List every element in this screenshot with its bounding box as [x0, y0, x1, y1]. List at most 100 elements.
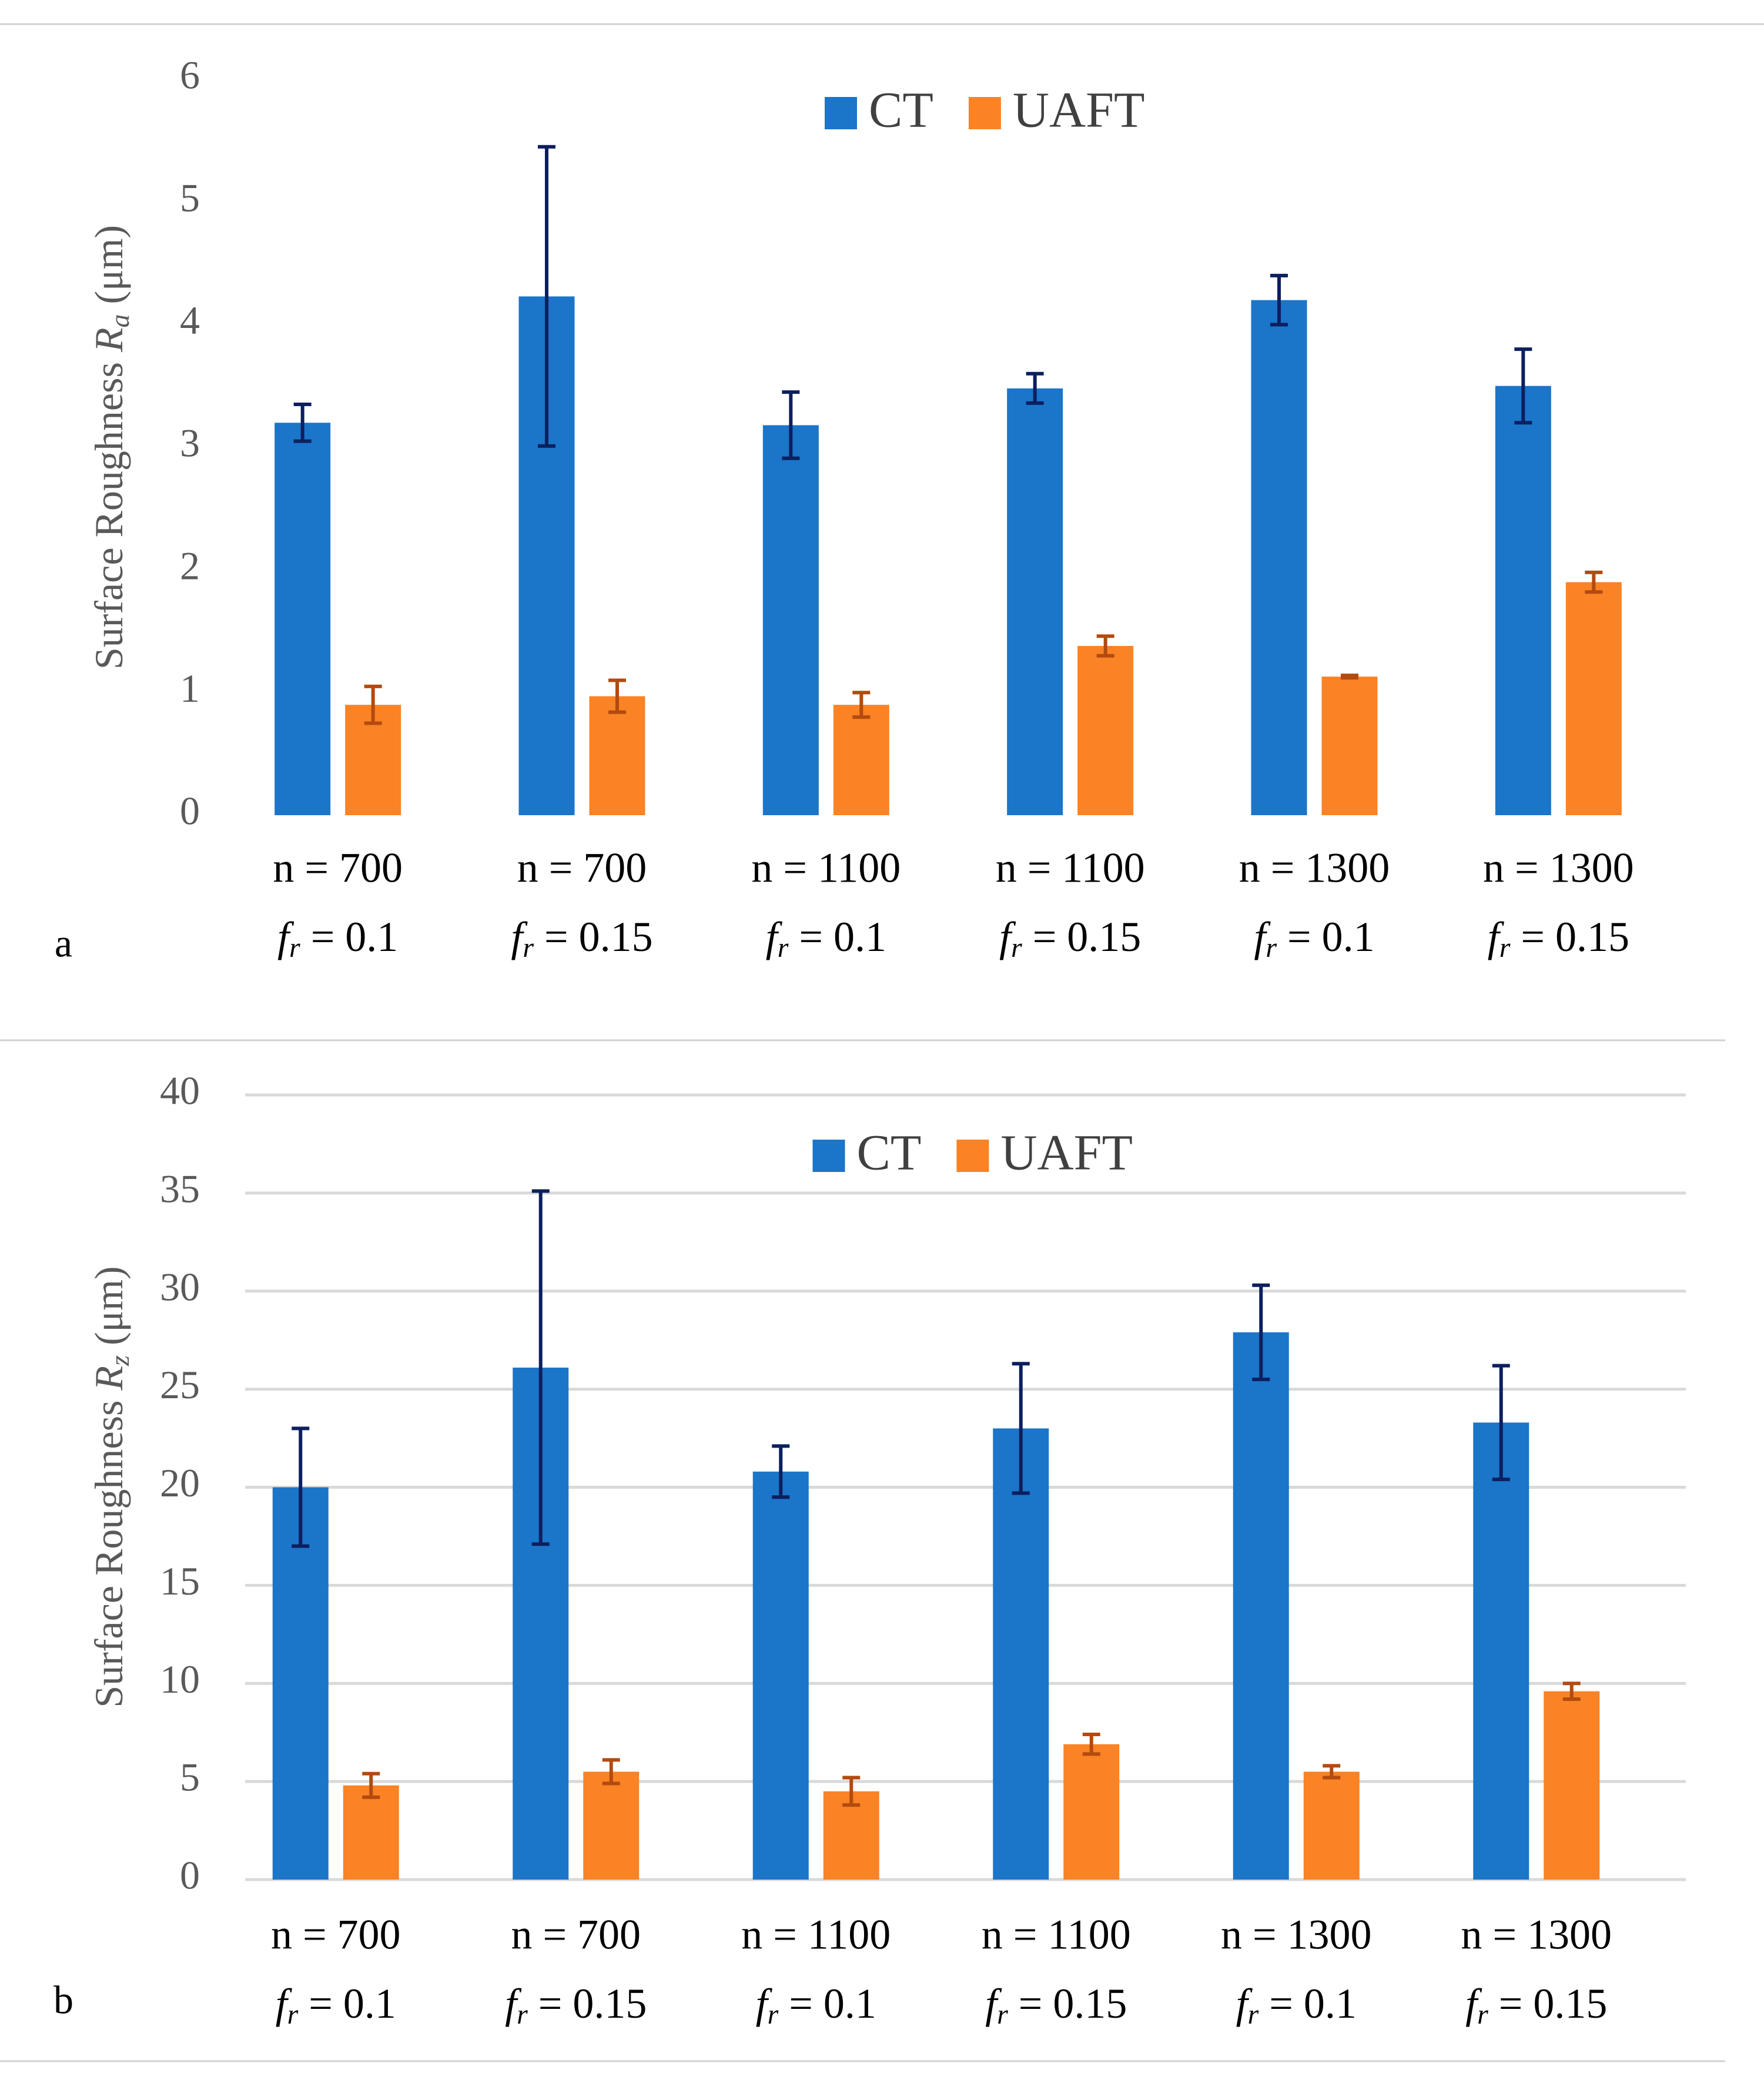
y-tick-label: 30: [160, 1264, 200, 1309]
bar: [1544, 1691, 1600, 1880]
legend-label: CT: [869, 82, 933, 138]
y-tick-label: 5: [180, 1755, 200, 1800]
error-bar-line: [1012, 1362, 1030, 1495]
bar: [1321, 676, 1378, 815]
y-tick-label: 40: [160, 1069, 200, 1113]
error-bar-line: [531, 1189, 550, 1546]
bar: [1303, 1771, 1360, 1880]
bar: [1007, 388, 1063, 815]
bar: [1495, 386, 1551, 815]
error-bar-line: [293, 402, 312, 443]
legend-swatch: [956, 1140, 989, 1172]
error-bar-line: [602, 1758, 620, 1786]
x-tick-label: fr = 0.15: [985, 1980, 1127, 2031]
x-tick-label: n = 1300: [1483, 845, 1634, 892]
error-bar-line: [1562, 1682, 1581, 1701]
error-bar: [1082, 1733, 1100, 1756]
error-bar-line: [1323, 1764, 1341, 1780]
error-bar-line: [772, 1444, 790, 1499]
error-bar: [1012, 1362, 1030, 1495]
y-tick-label: 0: [180, 789, 200, 833]
error-bar-line: [1026, 371, 1044, 405]
y-tick-label: 2: [180, 543, 200, 588]
error-bar: [602, 1758, 620, 1786]
error-bar: [852, 691, 871, 719]
error-bar-line: [1514, 347, 1532, 425]
error-bar-line: [292, 1426, 310, 1548]
x-tick-label: n = 700: [271, 1911, 401, 1958]
x-tick-label: n = 1300: [1239, 845, 1390, 892]
y-tick-label: 20: [160, 1461, 200, 1505]
error-bar-line: [1492, 1364, 1510, 1482]
x-tick-label: fr = 0.15: [511, 913, 652, 964]
x-tick-label: n = 1300: [1221, 1911, 1372, 1958]
bar: [1251, 300, 1307, 816]
error-bar: [1323, 1764, 1341, 1780]
y-tick-label: 15: [160, 1559, 200, 1603]
error-bar: [1096, 634, 1114, 658]
error-bar-line: [842, 1776, 861, 1807]
x-tick-label: fr = 0.15: [505, 1980, 647, 2031]
y-tick-label: 6: [180, 53, 200, 98]
error-bar: [1270, 273, 1288, 327]
error-bar-line: [362, 1771, 380, 1799]
legend-label: UAFT: [1013, 82, 1145, 138]
y-tick-label: 0: [180, 1853, 200, 1898]
y-tick-label: 3: [180, 421, 200, 465]
y-tick-label: 4: [180, 298, 200, 343]
error-bar: [842, 1776, 861, 1807]
x-tick-label: n = 1100: [741, 1911, 891, 1958]
error-bar: [1252, 1283, 1270, 1381]
bar: [272, 1487, 329, 1880]
bar: [583, 1771, 640, 1880]
bar: [1565, 582, 1622, 815]
error-bar-line: [364, 684, 382, 725]
x-tick-label: n = 1100: [982, 1911, 1131, 1958]
error-bar: [782, 390, 800, 460]
bar: [1077, 646, 1134, 815]
x-tick-label: fr = 0.15: [999, 913, 1141, 964]
error-bar: [772, 1444, 790, 1499]
bar: [833, 705, 889, 815]
bar: [1063, 1744, 1120, 1880]
x-tick-label: n = 700: [517, 845, 647, 892]
error-bar-line: [782, 390, 800, 460]
bar: [752, 1471, 809, 1880]
error-bar-line: [538, 145, 555, 448]
error-bar: [531, 1189, 550, 1546]
y-tick-label: 35: [160, 1166, 200, 1211]
bar: [1233, 1332, 1289, 1880]
x-tick-label: fr = 0.1: [1254, 913, 1374, 964]
error-bar: [1562, 1682, 1581, 1701]
error-bar: [362, 1771, 380, 1799]
panel-label: b: [53, 1978, 73, 2022]
error-bar-line: [1082, 1733, 1100, 1756]
x-tick-label: fr = 0.1: [766, 913, 886, 964]
legend-label: CT: [857, 1124, 922, 1181]
error-bar-line: [852, 691, 871, 719]
error-bar: [1492, 1364, 1510, 1482]
bar: [762, 425, 819, 815]
x-tick-label: fr = 0.15: [1488, 913, 1629, 964]
error-bar: [608, 678, 626, 714]
x-tick-label: n = 1100: [751, 845, 901, 892]
bar: [993, 1428, 1049, 1880]
x-tick-label: fr = 0.1: [277, 913, 398, 964]
error-bar: [1026, 371, 1044, 405]
error-bar: [364, 684, 382, 725]
error-bar: [538, 145, 555, 448]
y-axis-label: Surface Roughness Rz (μm): [86, 1266, 135, 1707]
legend-swatch: [825, 97, 857, 129]
y-tick-label: 10: [160, 1657, 200, 1701]
legend-swatch: [812, 1140, 845, 1172]
y-tick-label: 5: [180, 175, 200, 220]
bar: [275, 423, 331, 815]
error-bar-line: [1270, 273, 1288, 327]
x-tick-label: n = 700: [273, 845, 403, 892]
error-bar-line: [1585, 570, 1603, 594]
y-tick-label: 25: [160, 1362, 200, 1407]
y-tick-label: 1: [180, 666, 200, 711]
x-tick-label: fr = 0.1: [1236, 1980, 1357, 2031]
